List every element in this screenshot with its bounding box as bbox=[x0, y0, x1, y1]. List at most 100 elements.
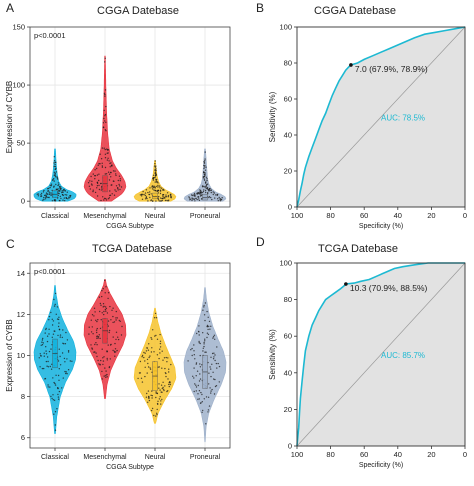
data-point bbox=[149, 196, 151, 199]
data-point bbox=[115, 317, 117, 319]
data-point bbox=[98, 184, 100, 187]
y-tick-label: 100 bbox=[279, 23, 292, 32]
data-point bbox=[40, 355, 42, 357]
data-point bbox=[48, 193, 51, 195]
data-point bbox=[115, 310, 118, 313]
data-point bbox=[168, 368, 170, 370]
data-point bbox=[200, 194, 202, 197]
data-point bbox=[154, 186, 156, 189]
data-point bbox=[69, 360, 72, 362]
x-tick-label: Classical bbox=[41, 213, 69, 220]
data-point bbox=[201, 191, 204, 194]
data-point bbox=[54, 384, 57, 386]
data-point bbox=[155, 334, 157, 337]
data-point bbox=[120, 334, 123, 336]
data-point bbox=[211, 363, 213, 365]
data-point bbox=[155, 396, 157, 399]
panel-d: D TCGA Datebase 100 80 60 40 20 0 0 20 40 60 80 100 Sp… bbox=[256, 235, 467, 469]
data-point bbox=[193, 192, 196, 195]
data-point bbox=[40, 192, 43, 195]
data-point bbox=[198, 398, 200, 400]
y-tick-label: 60 bbox=[284, 95, 292, 104]
data-point bbox=[158, 387, 160, 389]
data-point bbox=[96, 181, 99, 184]
roc-curve bbox=[296, 262, 465, 447]
data-point bbox=[195, 390, 197, 392]
data-point bbox=[101, 185, 103, 188]
data-point bbox=[196, 332, 198, 335]
data-point bbox=[118, 319, 121, 322]
data-point bbox=[41, 341, 43, 343]
data-point bbox=[58, 348, 60, 350]
data-point bbox=[164, 196, 167, 198]
data-point bbox=[208, 190, 211, 192]
data-point bbox=[204, 181, 207, 184]
data-point bbox=[94, 311, 96, 313]
panel-a: A CGGA Datebase 0 50 100 150 Classical Mesenchy… bbox=[5, 1, 231, 230]
data-point bbox=[187, 360, 189, 362]
data-point bbox=[36, 193, 38, 195]
data-point bbox=[202, 332, 204, 334]
data-point bbox=[99, 327, 102, 330]
data-point bbox=[164, 367, 166, 370]
data-point bbox=[205, 351, 207, 353]
x-tick-label: 80 bbox=[326, 211, 334, 220]
data-point bbox=[157, 192, 160, 194]
data-point bbox=[57, 325, 60, 328]
data-point bbox=[65, 331, 67, 334]
data-point bbox=[167, 200, 169, 202]
x-tick-label: Neural bbox=[145, 454, 166, 461]
data-point bbox=[208, 383, 210, 385]
data-point bbox=[94, 175, 96, 177]
data-point bbox=[104, 306, 107, 308]
data-point bbox=[203, 162, 206, 164]
data-point bbox=[218, 196, 220, 199]
data-point bbox=[198, 331, 200, 333]
data-point bbox=[100, 319, 102, 321]
data-point bbox=[144, 352, 146, 354]
data-point bbox=[53, 162, 55, 164]
data-point bbox=[155, 169, 157, 172]
data-point bbox=[55, 374, 57, 376]
data-point bbox=[149, 191, 151, 193]
data-point bbox=[155, 174, 157, 176]
data-point bbox=[102, 122, 105, 124]
data-point bbox=[191, 354, 193, 357]
data-point bbox=[141, 193, 143, 195]
x-tick-label: 80 bbox=[326, 450, 334, 459]
data-point bbox=[66, 358, 68, 360]
data-point bbox=[198, 380, 201, 382]
data-point bbox=[164, 385, 166, 387]
data-point bbox=[104, 129, 107, 131]
data-point bbox=[220, 199, 223, 201]
data-point bbox=[56, 306, 59, 308]
data-point bbox=[154, 171, 157, 173]
data-point bbox=[203, 343, 205, 345]
data-point bbox=[55, 188, 57, 190]
data-point bbox=[203, 171, 205, 173]
data-point bbox=[212, 336, 215, 338]
data-point bbox=[57, 360, 60, 362]
data-point bbox=[206, 186, 209, 189]
data-point bbox=[98, 179, 100, 182]
data-point bbox=[51, 397, 53, 400]
data-point bbox=[54, 292, 57, 295]
y-tick-label: 80 bbox=[284, 295, 292, 304]
data-point bbox=[208, 187, 211, 190]
data-point bbox=[142, 190, 144, 193]
data-point bbox=[157, 186, 159, 188]
data-point bbox=[96, 344, 98, 346]
data-point bbox=[160, 403, 162, 405]
y-tick-label: 0 bbox=[21, 197, 25, 206]
data-point bbox=[206, 336, 208, 339]
data-point bbox=[205, 184, 208, 186]
data-point bbox=[54, 176, 57, 178]
data-point bbox=[105, 121, 107, 124]
data-point bbox=[58, 199, 61, 202]
data-point bbox=[146, 347, 148, 349]
data-point bbox=[67, 198, 69, 200]
data-point bbox=[52, 394, 54, 396]
data-point bbox=[197, 384, 199, 387]
data-point bbox=[119, 320, 122, 322]
data-point bbox=[203, 398, 205, 400]
